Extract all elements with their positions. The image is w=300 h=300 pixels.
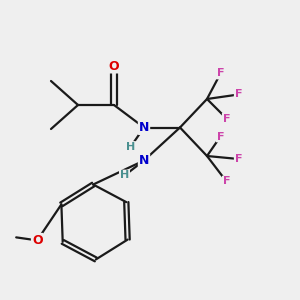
- Text: N: N: [139, 154, 149, 167]
- Text: H: H: [126, 142, 135, 152]
- Text: F: F: [235, 154, 242, 164]
- Text: F: F: [235, 89, 242, 100]
- Text: O: O: [32, 234, 43, 247]
- Text: O: O: [109, 59, 119, 73]
- Text: F: F: [217, 131, 224, 142]
- Text: F: F: [223, 113, 230, 124]
- Text: N: N: [139, 121, 149, 134]
- Text: F: F: [217, 68, 224, 79]
- Text: H: H: [120, 170, 129, 181]
- Text: F: F: [223, 176, 230, 187]
